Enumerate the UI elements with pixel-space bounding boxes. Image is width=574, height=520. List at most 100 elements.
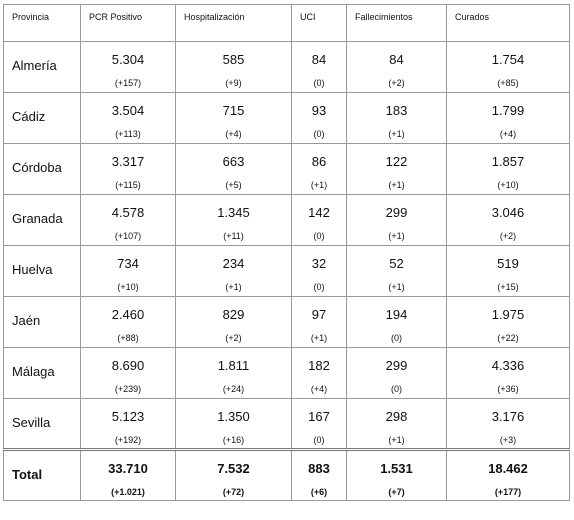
cell-change: (+113) [115, 129, 141, 139]
cell-change: (+7) [388, 487, 405, 497]
cell-change: (+157) [114, 78, 142, 88]
value-cell: 519 (+15) [446, 245, 570, 297]
cell-change: (+192) [114, 435, 142, 445]
column-header: Fallecimientos [346, 4, 447, 42]
cell-value: 84 [389, 52, 404, 67]
cell-value: 86 [311, 154, 327, 169]
cell-value: 234 [222, 256, 245, 271]
cell-value: 84 [311, 52, 327, 67]
cell-change: (+36) [497, 384, 519, 394]
value-cell: 32 (0) [291, 245, 347, 297]
table-row: Huelva 734 (+10) 234 (+1) 32 (0) 52 (+1) 519 (+15) [3, 245, 570, 297]
cell-change: (+2) [388, 78, 405, 88]
cell-change: (+1) [310, 180, 328, 190]
cell-value: 1.350 [217, 409, 250, 424]
table-row: Granada 4.578 (+107) 1.345 (+11) 142 (0) 299 (+1… [3, 194, 570, 246]
cell-value: 4.578 [111, 205, 145, 220]
cell-value: 194 [385, 307, 408, 322]
value-cell: 1.975 (+22) [446, 296, 570, 348]
table-row: Almería 5.304 (+157) 585 (+9) 84 (0) 84 (+2) 1.75… [3, 41, 570, 93]
column-header: PCR Positivo [80, 4, 176, 42]
value-cell: 7.532 (+72) [175, 448, 292, 501]
header-row: Provincia PCR Positivo Hospitalización UCI F… [3, 4, 570, 42]
cell-change: (0) [313, 78, 325, 88]
cell-value: 52 [389, 256, 404, 271]
cell-change: (0) [391, 384, 402, 394]
value-cell: 3.046 (+2) [446, 194, 570, 246]
value-cell: 1.531 (+7) [346, 448, 447, 501]
cell-value: 298 [385, 409, 408, 424]
province-cell: Total [3, 448, 81, 501]
cell-value: 3.046 [491, 205, 525, 220]
cell-value: 182 [308, 358, 330, 373]
column-header: Hospitalización [175, 4, 292, 42]
value-cell: 84 (0) [291, 41, 347, 93]
cell-value: 715 [222, 103, 245, 118]
cell-value: 1.799 [491, 103, 525, 118]
cell-value: 8.690 [111, 358, 145, 373]
value-cell: 298 (+1) [346, 398, 447, 450]
cell-value: 883 [308, 461, 330, 476]
cell-change: (+5) [225, 180, 242, 190]
value-cell: 4.336 (+36) [446, 347, 570, 399]
cell-change: (0) [313, 282, 325, 292]
province-cell: Jaén [3, 296, 81, 348]
cell-change: (+1) [310, 333, 328, 343]
cell-change: (+10) [497, 180, 519, 190]
value-cell: 194 (0) [346, 296, 447, 348]
cell-value: 142 [308, 205, 330, 220]
table-row: Jaén 2.460 (+88) 829 (+2) 97 (+1) 194 (0) 1.975 (+… [3, 296, 570, 348]
cell-change: (+24) [222, 384, 245, 394]
cell-value: 1.531 [380, 461, 413, 476]
value-cell: 33.710 (+1.021) [80, 448, 176, 501]
cell-value: 3.176 [491, 409, 525, 424]
cell-value: 97 [311, 307, 327, 322]
value-cell: 4.578 (+107) [80, 194, 176, 246]
cell-value: 167 [308, 409, 330, 424]
cell-change: (0) [313, 435, 325, 445]
cell-value: 32 [311, 256, 327, 271]
cell-change: (+1.021) [111, 487, 145, 497]
value-cell: 5.123 (+192) [80, 398, 176, 450]
value-cell: 1.350 (+16) [175, 398, 292, 450]
value-cell: 142 (0) [291, 194, 347, 246]
cell-change: (+2) [225, 333, 242, 343]
cell-change: (+1) [388, 180, 405, 190]
cell-change: (+4) [499, 129, 517, 139]
value-cell: 3.176 (+3) [446, 398, 570, 450]
province-cell: Huelva [3, 245, 81, 297]
cell-change: (+16) [222, 435, 245, 445]
value-cell: 97 (+1) [291, 296, 347, 348]
total-row: Total 33.710 (+1.021) 7.532 (+72) 883 (+6) 1.53… [3, 448, 570, 501]
value-cell: 52 (+1) [346, 245, 447, 297]
cell-value: 1.345 [217, 205, 250, 220]
cell-value: 1.857 [491, 154, 525, 169]
cell-change: (+10) [117, 282, 139, 292]
column-header: UCI [291, 4, 347, 42]
cell-value: 1.754 [491, 52, 525, 67]
cell-value: 5.123 [111, 409, 145, 424]
value-cell: 5.304 (+157) [80, 41, 176, 93]
cell-change: (+4) [225, 129, 242, 139]
value-cell: 1.857 (+10) [446, 143, 570, 195]
cell-value: 3.504 [111, 103, 145, 118]
value-cell: 3.317 (+115) [80, 143, 176, 195]
cell-value: 7.532 [217, 461, 250, 476]
cell-value: 663 [222, 154, 245, 169]
column-header: Provincia [3, 4, 81, 42]
value-cell: 299 (0) [346, 347, 447, 399]
cell-change: (+88) [117, 333, 139, 343]
province-cell: Granada [3, 194, 81, 246]
cell-value: 829 [222, 307, 245, 322]
value-cell: 122 (+1) [346, 143, 447, 195]
value-cell: 86 (+1) [291, 143, 347, 195]
cell-value: 93 [311, 103, 327, 118]
cell-value: 183 [385, 103, 408, 118]
province-cell: Cádiz [3, 92, 81, 144]
cell-change: (+85) [497, 78, 519, 88]
cell-value: 1.975 [491, 307, 525, 322]
cell-change: (+107) [114, 231, 142, 241]
value-cell: 8.690 (+239) [80, 347, 176, 399]
value-cell: 585 (+9) [175, 41, 292, 93]
cell-change: (+11) [223, 231, 244, 241]
